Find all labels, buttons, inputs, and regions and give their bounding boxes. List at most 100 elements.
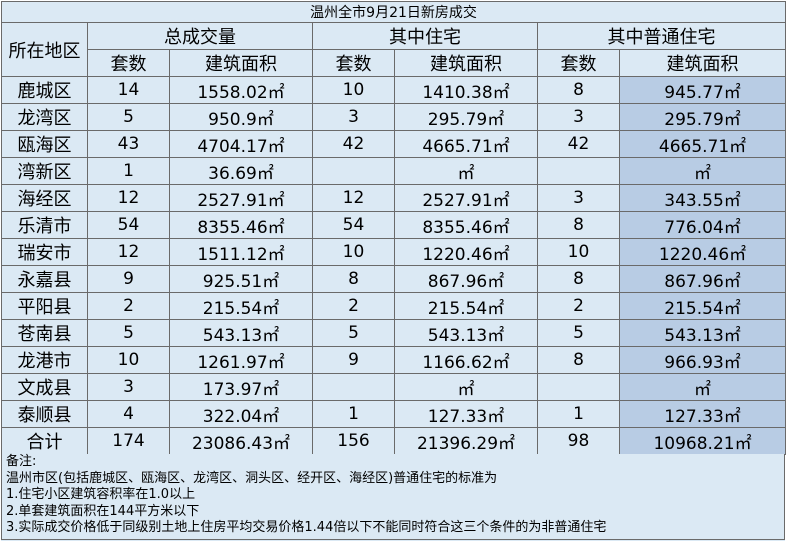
cell-ordinary-units: 8: [537, 346, 620, 374]
cell-total-area: 8355.46㎡: [169, 211, 313, 239]
cell-ordinary-units: 2: [537, 292, 620, 320]
cell-region: 泰顺县: [1, 400, 88, 428]
cell-residential-area: 2527.91㎡: [394, 184, 538, 212]
cell-total-units: 5: [87, 319, 170, 347]
notes-line: 1.住宅小区建筑容积率在1.0以上: [6, 487, 196, 502]
header-units: 套数: [537, 49, 620, 77]
cell-residential-area: 867.96㎡: [394, 265, 538, 293]
cell-total-area: 36.69㎡: [169, 157, 313, 185]
cell-ordinary-area: 867.96㎡: [618, 265, 786, 293]
cell-total-area: 1511.12㎡: [169, 238, 313, 266]
cell-residential-area: 1410.38㎡: [394, 76, 538, 104]
cell-residential-units: 3: [312, 103, 395, 131]
cell-ordinary-units: [537, 373, 620, 401]
cell-region: 龙港市: [1, 346, 88, 374]
cell-ordinary-units: 8: [537, 211, 620, 239]
cell-residential-units: 12: [312, 184, 395, 212]
cell-residential-area: ㎡: [394, 157, 538, 185]
cell-ordinary-area: 776.04㎡: [618, 211, 786, 239]
cell-ordinary-area: 543.13㎡: [618, 319, 786, 347]
notes-line: 3.实际成交价格低于同级别土地上住房平均交易价格1.44倍以下不能同时符合这三个…: [6, 520, 607, 535]
cell-total-units: 4: [87, 400, 170, 428]
cell-residential-units: 8: [312, 265, 395, 293]
table-row: 永嘉县 9 925.51㎡ 8 867.96㎡ 8 867.96㎡: [1, 265, 786, 293]
cell-region: 乐清市: [1, 211, 88, 239]
cell-region: 龙湾区: [1, 103, 88, 131]
cell-ordinary-area: ㎡: [618, 373, 786, 401]
cell-ordinary-units: 98: [537, 427, 620, 455]
cell-ordinary-area: 127.33㎡: [618, 400, 786, 428]
cell-ordinary-area: 10968.21㎡: [618, 427, 786, 455]
cell-residential-area: 127.33㎡: [394, 400, 538, 428]
cell-residential-units: 156: [312, 427, 395, 455]
cell-ordinary-area: 295.79㎡: [618, 103, 786, 131]
table-row: 合计 174 23086.43㎡ 156 21396.29㎡ 98 10968.21㎡: [1, 427, 786, 455]
cell-total-area: 173.97㎡: [169, 373, 313, 401]
table-row: 瑞安市 12 1511.12㎡ 10 1220.46㎡ 10 1220.46㎡: [1, 238, 786, 266]
cell-region: 永嘉县: [1, 265, 88, 293]
cell-residential-area: 1220.46㎡: [394, 238, 538, 266]
cell-ordinary-units: 3: [537, 103, 620, 131]
cell-ordinary-units: 42: [537, 130, 620, 158]
cell-total-units: 3: [87, 373, 170, 401]
table-title: 温州全市9月21日新房成交: [0, 1, 786, 23]
cell-ordinary-area: 215.54㎡: [618, 292, 786, 320]
cell-region: 平阳县: [1, 292, 88, 320]
cell-ordinary-area: 343.55㎡: [618, 184, 786, 212]
cell-region: 文成县: [1, 373, 88, 401]
cell-residential-area: 21396.29㎡: [394, 427, 538, 455]
table-row: 鹿城区 14 1558.02㎡ 10 1410.38㎡ 8 945.77㎡: [1, 76, 786, 104]
cell-region: 合计: [1, 427, 88, 455]
cell-residential-area: 8355.46㎡: [394, 211, 538, 239]
cell-region: 鹿城区: [1, 76, 88, 104]
header-region: 所在地区: [1, 22, 88, 77]
cell-residential-area: 543.13㎡: [394, 319, 538, 347]
notes-line: 温州市区(包括鹿城区、瓯海区、龙湾区、洞头区、经开区、海经区)普通住宅的标准为: [6, 470, 498, 486]
cell-residential-units: 42: [312, 130, 395, 158]
cell-ordinary-area: 945.77㎡: [618, 76, 786, 104]
cell-ordinary-area: 4665.71㎡: [618, 130, 786, 158]
header-residential-group: 其中住宅: [312, 22, 538, 50]
cell-total-area: 2527.91㎡: [169, 184, 313, 212]
cell-ordinary-area: 1220.46㎡: [618, 238, 786, 266]
cell-total-area: 1558.02㎡: [169, 76, 313, 104]
cell-total-units: 1: [87, 157, 170, 185]
cell-residential-area: 295.79㎡: [394, 103, 538, 131]
header-total-group: 总成交量: [87, 22, 313, 50]
cell-residential-units: [312, 157, 395, 185]
cell-residential-area: 4665.71㎡: [394, 130, 538, 158]
cell-total-area: 543.13㎡: [169, 319, 313, 347]
cell-residential-units: 5: [312, 319, 395, 347]
cell-region: 瓯海区: [1, 130, 88, 158]
notes-line: 备注:: [6, 454, 37, 469]
cell-total-units: 174: [87, 427, 170, 455]
cell-ordinary-units: 3: [537, 184, 620, 212]
header-area: 建筑面积: [169, 49, 313, 77]
cell-ordinary-units: 8: [537, 76, 620, 104]
cell-total-area: 4704.17㎡: [169, 130, 313, 158]
header-units: 套数: [87, 49, 170, 77]
cell-ordinary-area: ㎡: [618, 157, 786, 185]
table-row: 乐清市 54 8355.46㎡ 54 8355.46㎡ 8 776.04㎡: [1, 211, 786, 239]
table-row: 湾新区 1 36.69㎡ ㎡ ㎡: [1, 157, 786, 185]
table-row: 泰顺县 4 322.04㎡ 1 127.33㎡ 1 127.33㎡: [1, 400, 786, 428]
table-row: 平阳县 2 215.54㎡ 2 215.54㎡ 2 215.54㎡: [1, 292, 786, 320]
cell-residential-area: ㎡: [394, 373, 538, 401]
cell-ordinary-units: 10: [537, 238, 620, 266]
cell-region: 瑞安市: [1, 238, 88, 266]
cell-residential-units: 54: [312, 211, 395, 239]
cell-total-units: 12: [87, 184, 170, 212]
cell-total-area: 950.9㎡: [169, 103, 313, 131]
cell-residential-units: 2: [312, 292, 395, 320]
header-ordinary-group: 其中普通住宅: [536, 22, 786, 50]
table-row: 苍南县 5 543.13㎡ 5 543.13㎡ 5 543.13㎡: [1, 319, 786, 347]
cell-total-units: 10: [87, 346, 170, 374]
header-area: 建筑面积: [394, 49, 538, 77]
cell-region: 海经区: [1, 184, 88, 212]
cell-residential-units: 1: [312, 400, 395, 428]
table-row: 文成县 3 173.97㎡ ㎡ ㎡: [1, 373, 786, 401]
cell-ordinary-units: [537, 157, 620, 185]
cell-total-area: 1261.97㎡: [169, 346, 313, 374]
table-row: 龙港市 10 1261.97㎡ 9 1166.62㎡ 8 966.93㎡: [1, 346, 786, 374]
